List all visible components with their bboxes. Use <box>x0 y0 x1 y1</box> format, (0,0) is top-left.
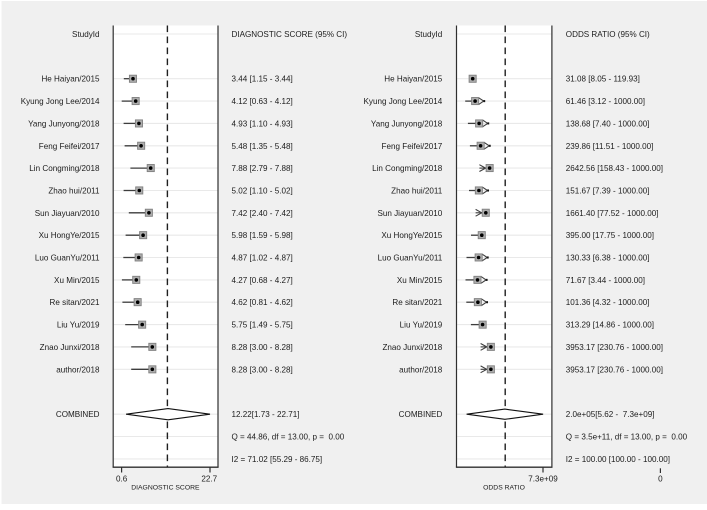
svg-text:Znao Junxi/2018: Znao Junxi/2018 <box>382 343 442 352</box>
svg-text:7.88 [2.79 - 7.88]: 7.88 [2.79 - 7.88] <box>232 164 293 173</box>
svg-text:Zhao hui/2011: Zhao hui/2011 <box>48 187 100 196</box>
svg-text:61.46 [3.12 - 1000.00]: 61.46 [3.12 - 1000.00] <box>566 97 645 106</box>
svg-text:22.7: 22.7 <box>201 475 217 484</box>
svg-text:Q = 44.86, df = 13.00, p = 0.: Q = 44.86, df = 13.00, p = 0.00 <box>232 433 345 442</box>
svg-text:101.36 [4.32 - 1000.00]: 101.36 [4.32 - 1000.00] <box>566 298 650 307</box>
svg-text:4.87 [1.02 - 4.87]: 4.87 [1.02 - 4.87] <box>232 254 293 263</box>
svg-text:4.93 [1.10 - 4.93]: 4.93 [1.10 - 4.93] <box>232 119 293 128</box>
svg-text:Re sitan/2021: Re sitan/2021 <box>50 298 100 307</box>
svg-text:3.44 [1.15 - 3.44]: 3.44 [1.15 - 3.44] <box>232 75 293 84</box>
svg-text:DIAGNOSTIC SCORE: DIAGNOSTIC SCORE <box>131 484 200 491</box>
svg-text:Lin Congming/2018: Lin Congming/2018 <box>29 164 100 173</box>
svg-text:author/2018: author/2018 <box>56 365 100 374</box>
svg-text:3953.17 [230.76 - 1000.00]: 3953.17 [230.76 - 1000.00] <box>566 343 663 352</box>
svg-text:I2 = 100.00 [100.00 - 100.00]: I2 = 100.00 [100.00 - 100.00] <box>566 455 670 464</box>
svg-text:7.42 [2.40 - 7.42]: 7.42 [2.40 - 7.42] <box>232 209 293 218</box>
svg-text:130.33 [6.38 - 1000.00]: 130.33 [6.38 - 1000.00] <box>566 254 650 263</box>
svg-text:author/2018: author/2018 <box>399 365 443 374</box>
svg-text:71.67 [3.44 - 1000.00]: 71.67 [3.44 - 1000.00] <box>566 276 645 285</box>
svg-text:Lin Congming/2018: Lin Congming/2018 <box>372 164 443 173</box>
svg-text:I2 = 71.02 [55.29 - 86.75]: I2 = 71.02 [55.29 - 86.75] <box>232 455 323 464</box>
svg-text:Zhao hui/2011: Zhao hui/2011 <box>391 187 443 196</box>
svg-text:4.27 [0.68 - 4.27]: 4.27 [0.68 - 4.27] <box>232 276 293 285</box>
svg-text:Feng Feifei/2017: Feng Feifei/2017 <box>382 142 443 151</box>
svg-text:Yang Junyong/2018: Yang Junyong/2018 <box>28 119 100 128</box>
svg-text:Xu Min/2015: Xu Min/2015 <box>54 276 100 285</box>
svg-text:5.48 [1.35 - 5.48]: 5.48 [1.35 - 5.48] <box>232 142 293 151</box>
svg-text:313.29 [14.86 - 1000.00]: 313.29 [14.86 - 1000.00] <box>566 321 654 330</box>
svg-text:Luo GuanYu/2011: Luo GuanYu/2011 <box>378 254 443 263</box>
svg-text:He Haiyan/2015: He Haiyan/2015 <box>384 75 443 84</box>
svg-text:COMBINED: COMBINED <box>56 410 100 419</box>
svg-text:Q = 3.5e+11, df = 13.00, p =: Q = 3.5e+11, df = 13.00, p = 0.00 <box>566 433 688 442</box>
svg-text:7.3e+09: 7.3e+09 <box>528 475 558 484</box>
svg-text:5.75 [1.49 - 5.75]: 5.75 [1.49 - 5.75] <box>232 321 293 330</box>
svg-text:12.22[1.73 - 22.71]: 12.22[1.73 - 22.71] <box>232 410 300 419</box>
svg-text:5.98 [1.59 - 5.98]: 5.98 [1.59 - 5.98] <box>232 231 293 240</box>
svg-text:3953.17 [230.76 - 1000.00]: 3953.17 [230.76 - 1000.00] <box>566 365 663 374</box>
svg-text:DIAGNOSTIC SCORE (95% CI): DIAGNOSTIC SCORE (95% CI) <box>232 30 348 39</box>
svg-text:395.00 [17.75 - 1000.00]: 395.00 [17.75 - 1000.00] <box>566 231 654 240</box>
svg-text:5.02 [1.10 - 5.02]: 5.02 [1.10 - 5.02] <box>232 187 293 196</box>
svg-text:151.67 [7.39 - 1000.00]: 151.67 [7.39 - 1000.00] <box>566 187 650 196</box>
svg-text:Sun Jiayuan/2010: Sun Jiayuan/2010 <box>377 209 442 218</box>
svg-text:Re sitan/2021: Re sitan/2021 <box>392 298 442 307</box>
svg-text:Znao Junxi/2018: Znao Junxi/2018 <box>40 343 100 352</box>
svg-text:He Haiyan/2015: He Haiyan/2015 <box>41 75 100 84</box>
svg-text:Liu Yu/2019: Liu Yu/2019 <box>57 321 100 330</box>
svg-text:4.12 [0.63 - 4.12]: 4.12 [0.63 - 4.12] <box>232 97 293 106</box>
svg-text:239.86 [11.51 - 1000.00]: 239.86 [11.51 - 1000.00] <box>566 142 654 151</box>
svg-text:Kyung Jong Lee/2014: Kyung Jong Lee/2014 <box>21 97 100 106</box>
svg-text:138.68 [7.40 - 1000.00]: 138.68 [7.40 - 1000.00] <box>566 119 650 128</box>
svg-text:COMBINED: COMBINED <box>399 410 443 419</box>
svg-text:Kyung Jong Lee/2014: Kyung Jong Lee/2014 <box>364 97 443 106</box>
svg-text:Xu Min/2015: Xu Min/2015 <box>397 276 443 285</box>
svg-text:StudyId: StudyId <box>72 30 99 39</box>
svg-text:Liu Yu/2019: Liu Yu/2019 <box>400 321 443 330</box>
svg-text:Yang Junyong/2018: Yang Junyong/2018 <box>371 119 443 128</box>
svg-text:2642.56 [158.43 - 1000.00]: 2642.56 [158.43 - 1000.00] <box>566 164 663 173</box>
svg-text:8.28 [3.00 - 8.28]: 8.28 [3.00 - 8.28] <box>232 343 293 352</box>
svg-text:31.08 [8.05 - 119.93]: 31.08 [8.05 - 119.93] <box>566 75 640 84</box>
svg-text:8.28 [3.00 - 8.28]: 8.28 [3.00 - 8.28] <box>232 365 293 374</box>
svg-text:0: 0 <box>658 475 663 484</box>
svg-text:4.62 [0.81 - 4.62]: 4.62 [0.81 - 4.62] <box>232 298 293 307</box>
svg-text:Luo GuanYu/2011: Luo GuanYu/2011 <box>35 254 100 263</box>
svg-text:Sun Jiayuan/2010: Sun Jiayuan/2010 <box>35 209 100 218</box>
svg-text:Xu HongYe/2015: Xu HongYe/2015 <box>381 231 442 240</box>
svg-text:Xu HongYe/2015: Xu HongYe/2015 <box>39 231 100 240</box>
svg-text:ODDS RATIO (95% CI): ODDS RATIO (95% CI) <box>566 30 650 39</box>
svg-text:1661.40 [77.52 - 1000.00]: 1661.40 [77.52 - 1000.00] <box>566 209 659 218</box>
svg-text:StudyId: StudyId <box>415 30 442 39</box>
svg-text:2.0e+05[5.62 - 7.3e+09]: 2.0e+05[5.62 - 7.3e+09] <box>566 410 655 419</box>
svg-text:Feng Feifei/2017: Feng Feifei/2017 <box>39 142 100 151</box>
svg-text:ODDS RATIO: ODDS RATIO <box>483 484 525 491</box>
svg-text:0.6: 0.6 <box>116 475 128 484</box>
